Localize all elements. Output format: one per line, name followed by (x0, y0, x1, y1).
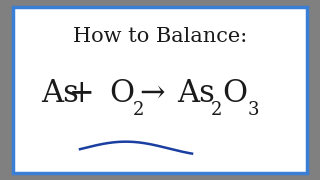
Text: →: → (139, 78, 165, 109)
Text: As: As (42, 78, 79, 109)
Text: How to Balance:: How to Balance: (73, 26, 247, 46)
Text: 2: 2 (133, 101, 144, 119)
Text: As: As (178, 78, 215, 109)
Text: +: + (69, 78, 94, 109)
Text: 2: 2 (211, 101, 223, 119)
Text: O: O (109, 78, 134, 109)
Text: 3: 3 (248, 101, 260, 119)
FancyBboxPatch shape (13, 7, 307, 173)
Text: O: O (222, 78, 248, 109)
